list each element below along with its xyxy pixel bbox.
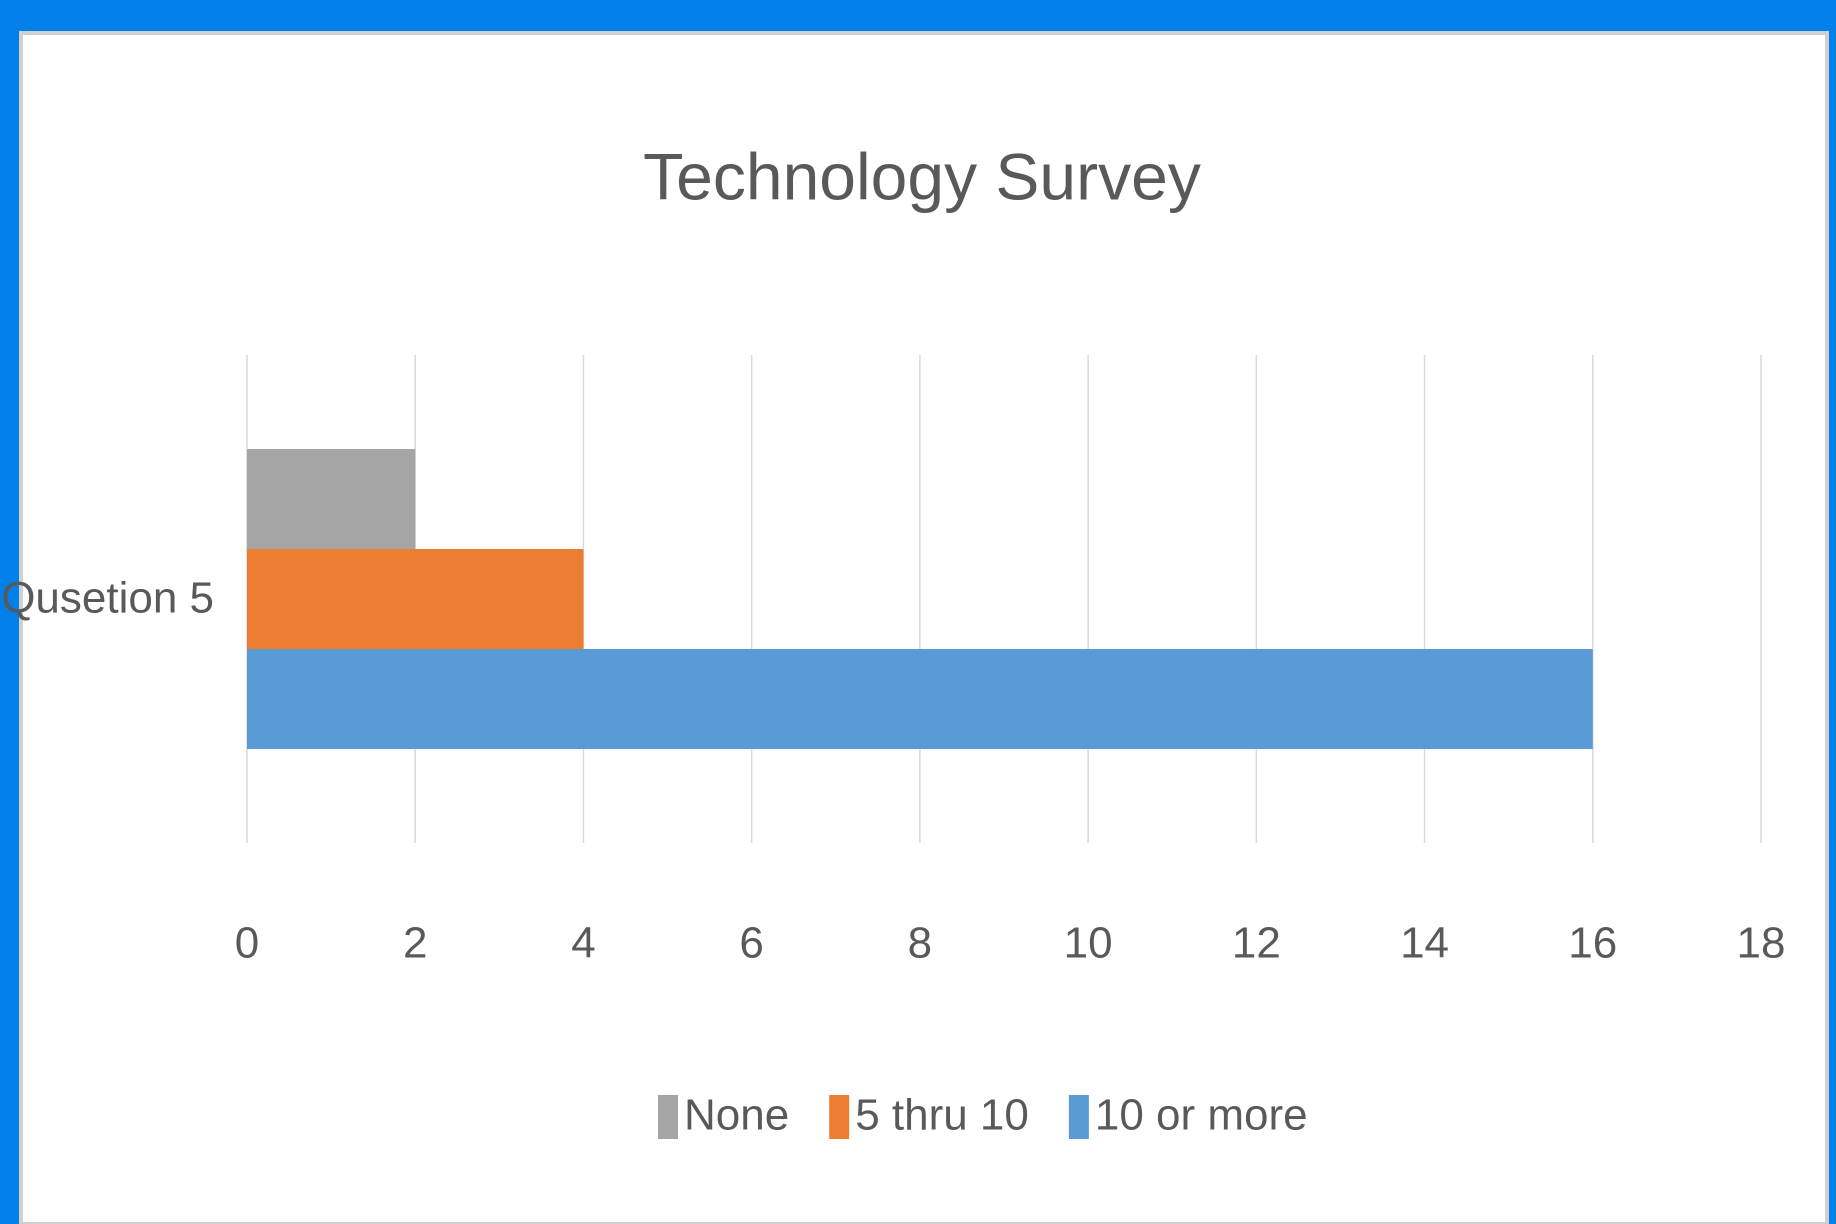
x-tick-label: 10 [1064,919,1113,968]
x-tick-label: 2 [403,919,427,968]
legend-swatch [658,1095,678,1139]
x-tick-label: 12 [1232,919,1281,968]
bar [247,649,1593,749]
legend-label: None [684,1091,789,1140]
legend-swatch [1068,1095,1089,1139]
legend-swatch [829,1095,850,1139]
legend-label: 10 or more [1095,1091,1308,1140]
x-tick-label: 14 [1400,919,1449,968]
x-tick-label: 18 [1737,919,1786,968]
x-tick-label: 16 [1568,919,1617,968]
x-tick-label: 6 [739,919,763,968]
x-tick-label: 0 [235,919,259,968]
x-tick-label: 8 [908,919,932,968]
y-tick-label: Qusetion 5 [1,574,214,623]
bar [247,449,416,549]
chart-title: Technology Survey [643,139,1201,213]
bar [247,549,584,649]
legend-label: 5 thru 10 [855,1091,1029,1140]
x-tick-label: 4 [571,919,595,968]
